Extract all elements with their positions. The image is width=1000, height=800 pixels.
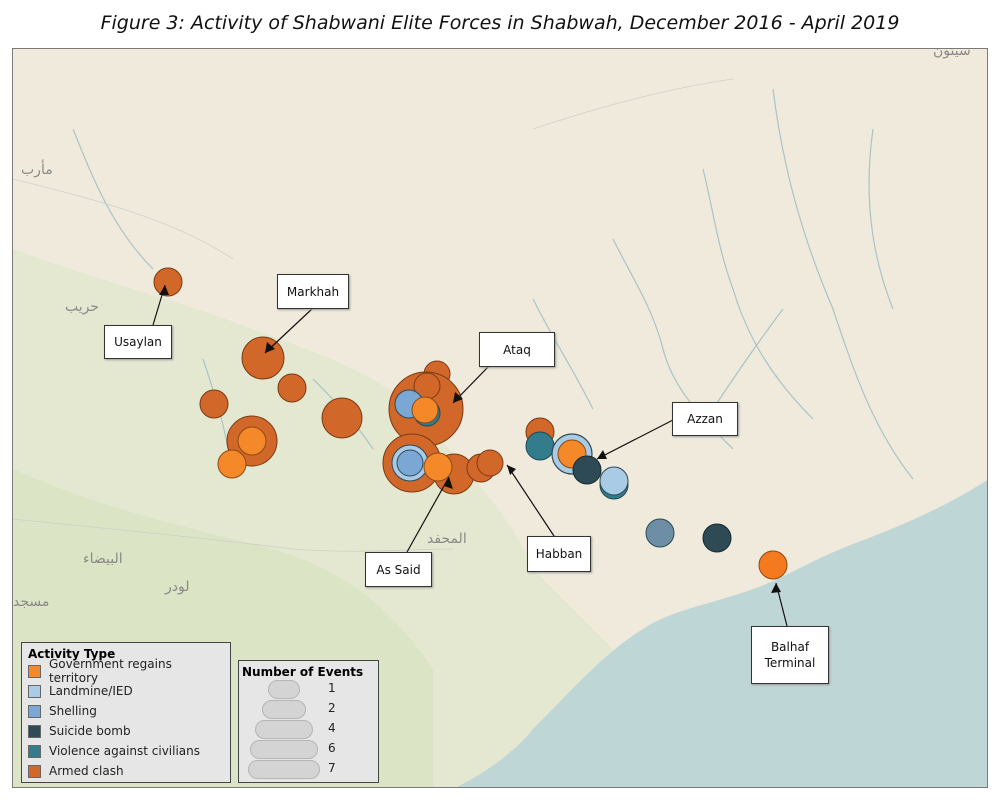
size-label: 6 [328, 741, 336, 755]
size-label: 4 [328, 721, 336, 735]
callout-arrowheads [159, 285, 781, 593]
callout-label: Usaylan [114, 335, 162, 349]
event-marker[interactable] [396, 449, 424, 477]
size-legend-item: 4 [242, 719, 375, 739]
event-marker[interactable] [199, 389, 229, 419]
legend-label: Landmine/IED [49, 684, 133, 698]
roads [13, 78, 734, 552]
callout-balhaf-terminal[interactable]: Balhaf Terminal [751, 626, 829, 684]
size-legend-item: 2 [242, 699, 375, 719]
legend-item[interactable]: Landmine/IED [28, 681, 224, 701]
place-label-harib: حريب [65, 299, 100, 315]
callout-ataq[interactable]: Ataq [479, 332, 555, 367]
place-label-masjid: مسجد [13, 594, 50, 610]
legend-swatch [28, 744, 41, 758]
size-legend-item: 7 [242, 759, 375, 779]
event-marker[interactable] [277, 373, 307, 403]
legend-item[interactable]: Suicide bomb [28, 721, 224, 741]
event-marker[interactable] [476, 449, 504, 477]
callout-leaders [152, 284, 788, 627]
size-label: 2 [328, 701, 336, 715]
callout-label: Ataq [503, 342, 531, 357]
legend-swatch [28, 724, 41, 738]
callout-label: Azzan [687, 412, 723, 426]
place-label-marib: مأرب [21, 162, 53, 178]
callout-habban[interactable]: Habban [527, 536, 591, 572]
legend-label: Government regains territory [48, 657, 172, 685]
callout-markhah[interactable]: Markhah [277, 274, 349, 309]
legend-label: Violence against civilians [49, 744, 201, 758]
callout-azzan[interactable]: Azzan [672, 402, 738, 436]
size-legend-item: 6 [242, 739, 375, 759]
legend-swatch [28, 684, 41, 698]
event-marker[interactable] [572, 455, 602, 485]
number-of-events-legend: Number of Events 1 2 4 6 7 [238, 660, 379, 783]
legend-item[interactable]: Armed clash [28, 761, 224, 781]
size-label: 7 [328, 761, 336, 775]
legend-swatch [28, 704, 41, 718]
sea-area [456, 480, 987, 787]
map-frame[interactable]: مأرب حريب البيضاء لودر مسجد المحفد سيئون… [12, 48, 988, 788]
activity-type-legend: Activity Type Government regains territo… [21, 642, 231, 783]
event-marker[interactable] [702, 523, 732, 553]
size-swatch [248, 760, 320, 779]
place-label-mahfid: المحفد [427, 531, 467, 547]
legend-item[interactable]: Shelling [28, 701, 224, 721]
legend-swatch [28, 764, 41, 778]
event-markers [153, 267, 788, 580]
size-swatch [262, 700, 306, 719]
event-marker[interactable] [758, 550, 788, 580]
legend-item[interactable]: Violence against civilians [28, 741, 224, 761]
size-swatch [255, 720, 313, 739]
size-swatch [250, 740, 318, 759]
event-marker[interactable] [237, 426, 267, 456]
event-marker[interactable] [423, 452, 453, 482]
event-marker[interactable] [241, 336, 285, 380]
event-marker[interactable] [645, 518, 675, 548]
legend-label: Suicide bomb [49, 724, 131, 738]
legend-swatch [28, 664, 41, 678]
event-marker[interactable] [599, 466, 629, 496]
callout-label: Markhah [286, 284, 340, 299]
event-marker[interactable] [217, 449, 247, 479]
legend-label: Shelling [49, 704, 97, 718]
event-marker[interactable] [411, 396, 439, 424]
place-label-sayun: سيئون [933, 48, 971, 59]
size-swatch [268, 680, 300, 699]
event-marker[interactable] [321, 397, 363, 439]
legend-title: Activity Type [28, 647, 116, 661]
callout-label: Balhaf Terminal [764, 640, 816, 670]
callout-label: Habban [535, 547, 583, 561]
size-label: 1 [328, 681, 336, 695]
legend-item[interactable]: Government regains territory [28, 657, 224, 685]
callout-label: As Said [376, 562, 421, 577]
size-legend-item: 1 [242, 679, 375, 699]
legend-label: Armed clash [49, 764, 124, 778]
callout-usaylan[interactable]: Usaylan [104, 325, 172, 359]
size-legend-title: Number of Events [242, 665, 364, 679]
place-label-lawdar: لودر [165, 579, 190, 595]
place-label-bayda: البيضاء [83, 551, 123, 567]
event-marker[interactable] [153, 267, 183, 297]
event-marker[interactable] [525, 431, 555, 461]
callout-as-said[interactable]: As Said [365, 552, 432, 587]
figure-title: Figure 3: Activity of Shabwani Elite For… [100, 12, 900, 34]
